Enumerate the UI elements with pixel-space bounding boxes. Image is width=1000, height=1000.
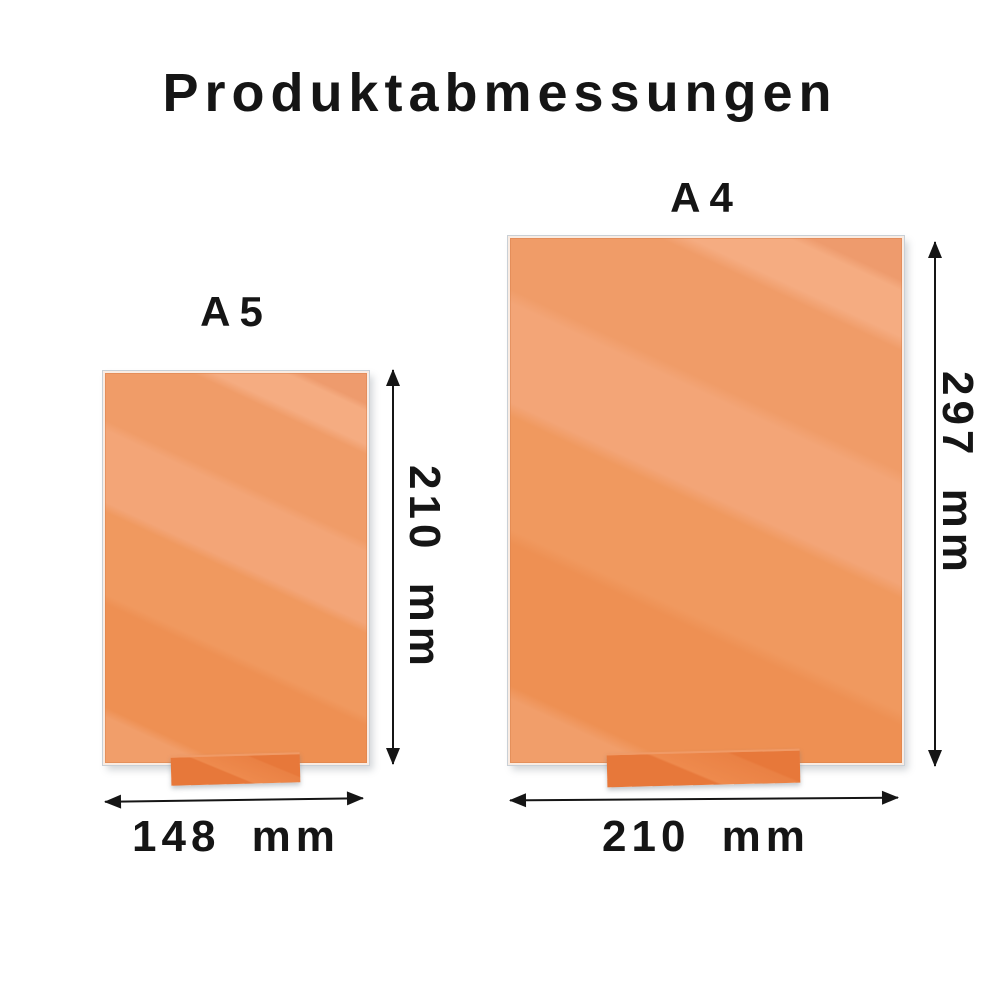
page-title: Produktabmessungen bbox=[162, 63, 838, 123]
a5-width-arrow-icon bbox=[104, 797, 364, 803]
a5-acrylic-panel bbox=[103, 371, 369, 765]
a4-size-label: A4 bbox=[670, 174, 742, 221]
a4-acrylic-panel bbox=[508, 236, 904, 765]
a5-height-arrow-icon bbox=[386, 369, 400, 765]
a5-width-label: 148 mm bbox=[132, 812, 340, 861]
a5-size-label: A5 bbox=[200, 288, 272, 335]
a4-height-arrow-icon bbox=[928, 241, 942, 767]
a5-stand bbox=[170, 752, 301, 786]
a5-height-label: 210 mm bbox=[400, 465, 449, 671]
a4-height-label: 297 mm bbox=[933, 371, 982, 577]
a4-width-label: 210 mm bbox=[602, 812, 810, 861]
a4-width-arrow-icon bbox=[509, 796, 899, 802]
a4-stand bbox=[606, 748, 801, 788]
